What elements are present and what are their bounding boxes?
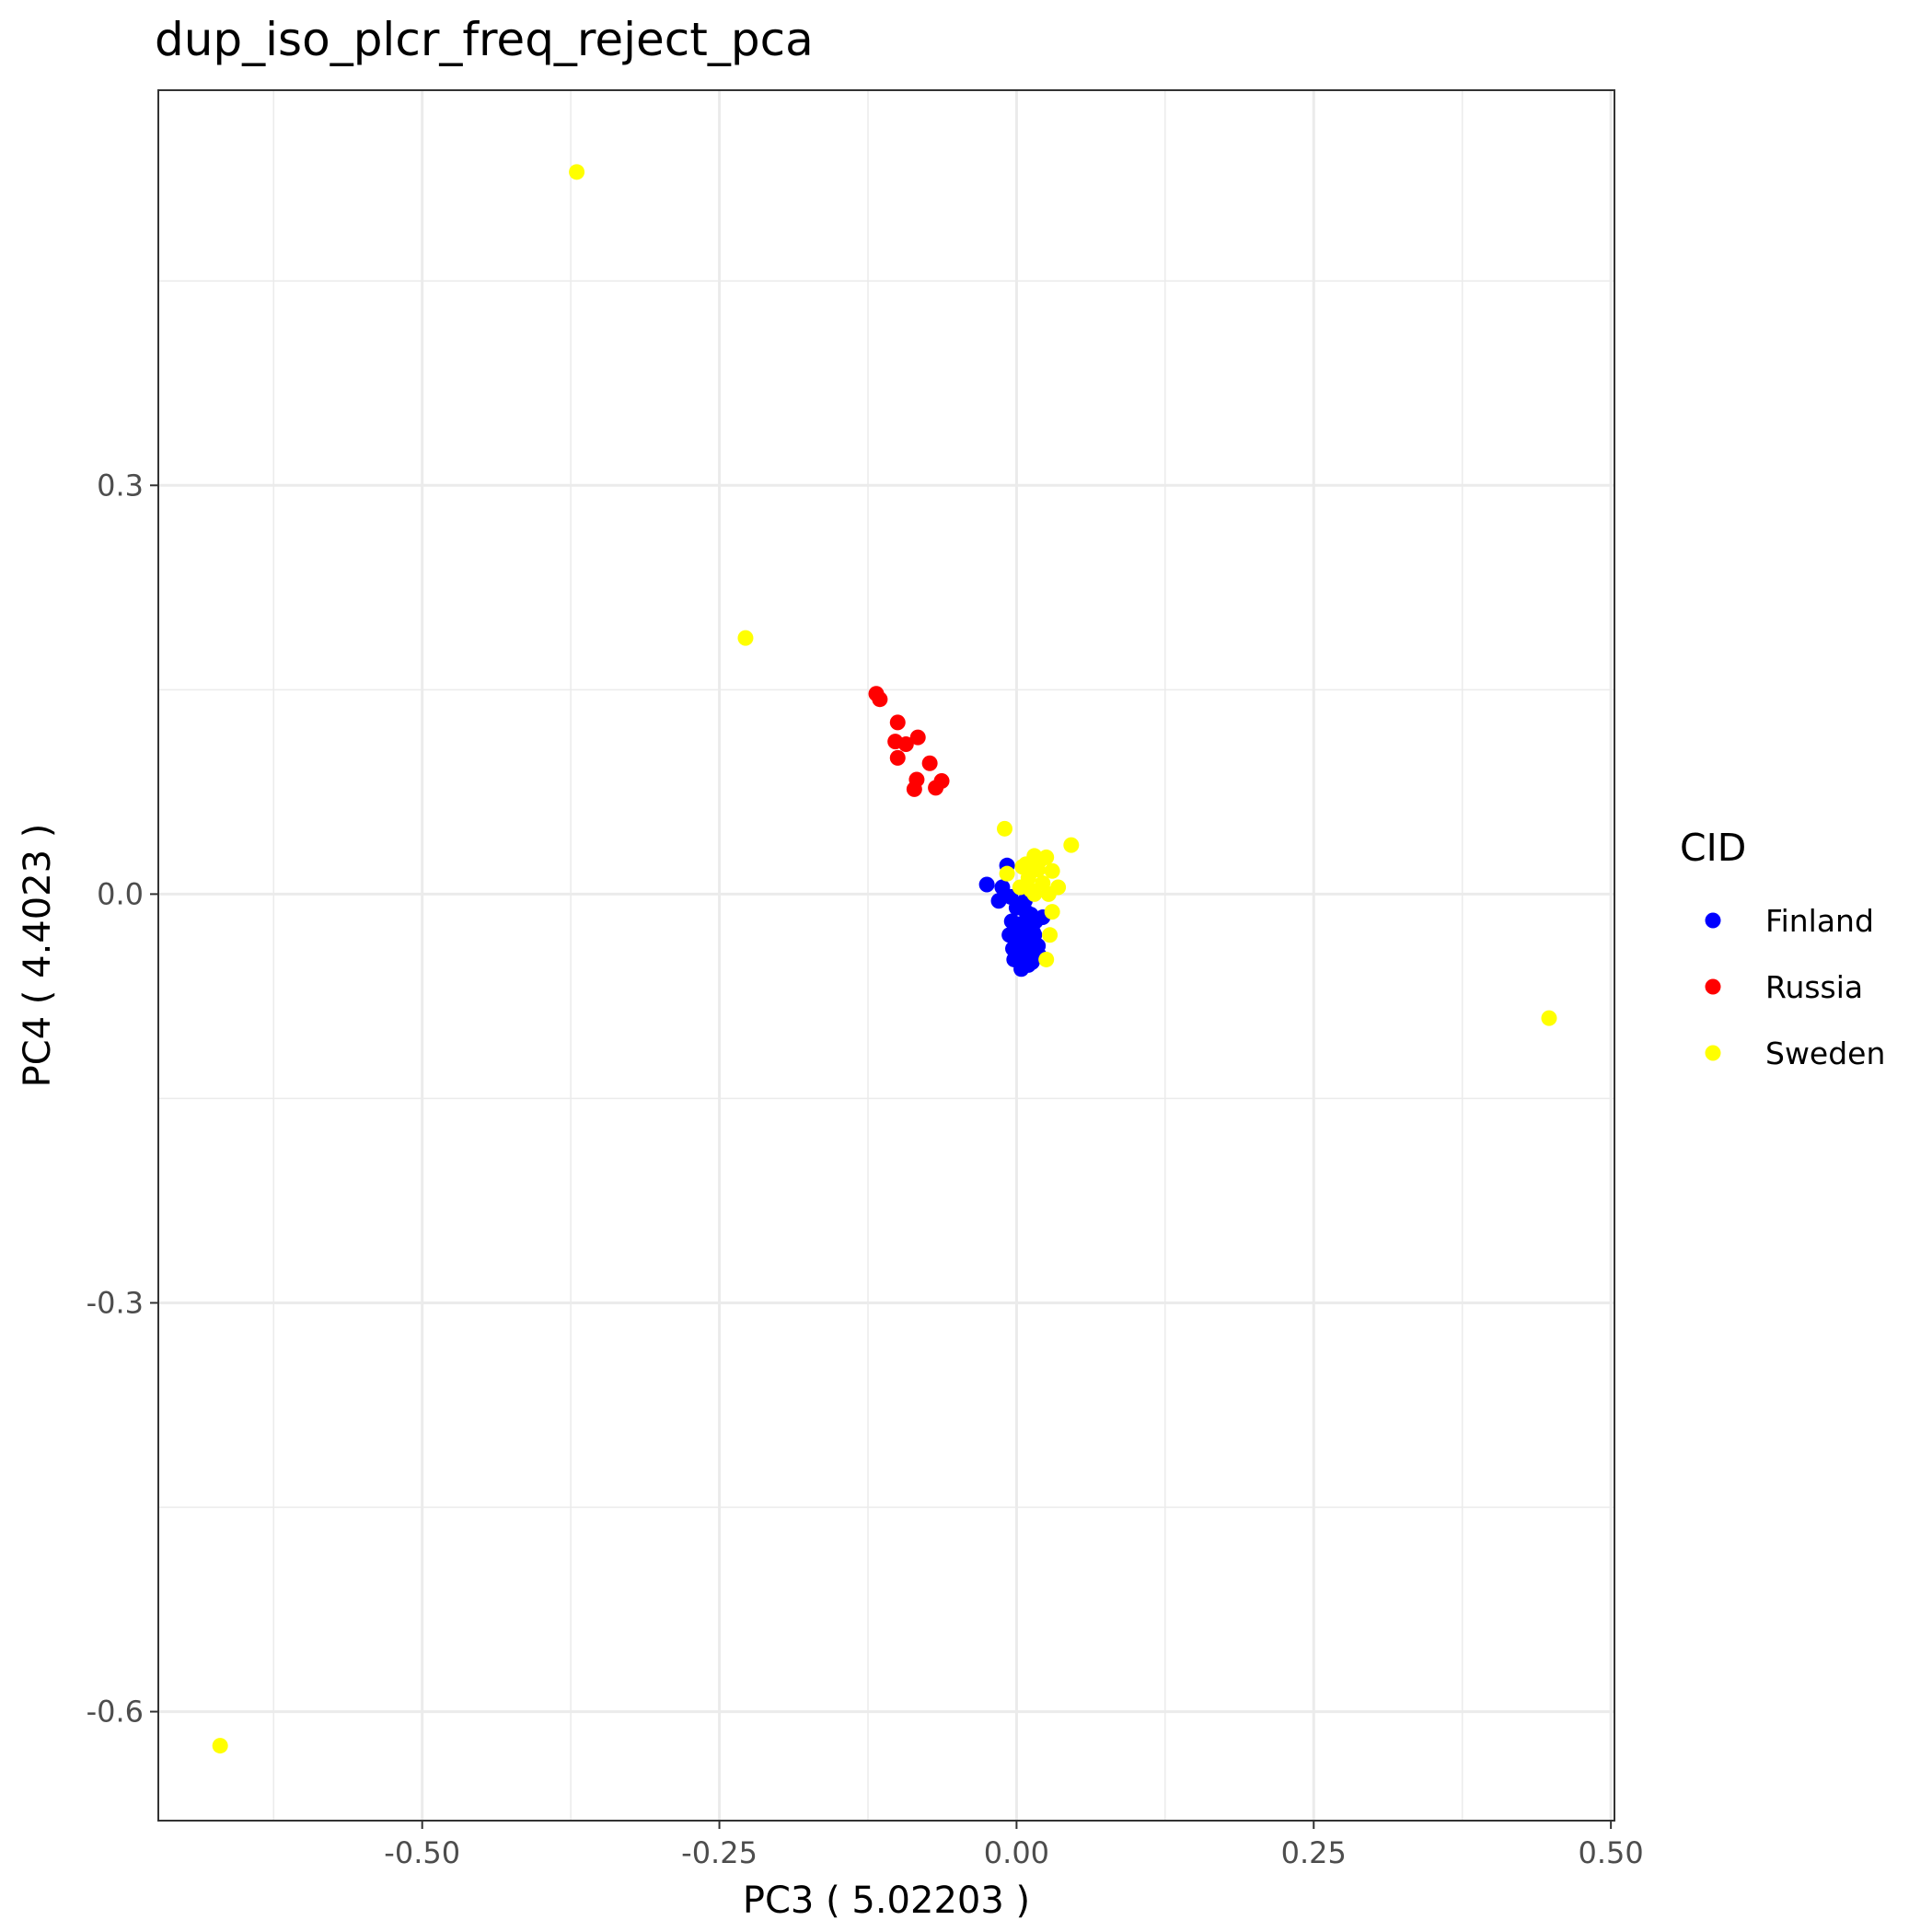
data-point-sweden bbox=[1032, 851, 1048, 868]
plot-border bbox=[157, 89, 1615, 1822]
data-point-sweden bbox=[1040, 885, 1057, 902]
data-point-sweden bbox=[1063, 837, 1080, 853]
chart-title: dup_iso_plcr_freq_reject_pca bbox=[155, 13, 814, 66]
x-tick-label: 0.00 bbox=[984, 1835, 1049, 1870]
data-point-finland bbox=[978, 876, 995, 893]
y-tick-label: 0.3 bbox=[97, 468, 144, 503]
data-point-sweden bbox=[569, 164, 585, 180]
data-points bbox=[212, 164, 1557, 1754]
data-point-sweden bbox=[1023, 882, 1039, 898]
x-tick-label: 0.50 bbox=[1579, 1835, 1644, 1870]
x-tick-label: 0.25 bbox=[1281, 1835, 1347, 1870]
x-tick-label: -0.50 bbox=[384, 1835, 460, 1870]
y-tick-label: 0.0 bbox=[97, 876, 144, 911]
data-point-sweden bbox=[996, 820, 1012, 837]
data-point-russia bbox=[889, 749, 906, 766]
data-point-russia bbox=[909, 729, 926, 746]
legend-label-sweden: Sweden bbox=[1765, 1035, 1885, 1071]
data-point-finland bbox=[990, 893, 1007, 909]
data-point-sweden bbox=[1018, 856, 1035, 873]
plot-panel bbox=[158, 90, 1614, 1821]
data-point-finland bbox=[1020, 956, 1036, 973]
y-tick-label: -0.3 bbox=[87, 1285, 144, 1320]
legend-key-sweden bbox=[1705, 1045, 1721, 1061]
data-point-sweden bbox=[212, 1738, 228, 1754]
data-point-russia bbox=[897, 736, 914, 753]
data-point-russia bbox=[928, 780, 944, 796]
data-point-sweden bbox=[999, 865, 1015, 882]
data-point-sweden bbox=[1038, 951, 1055, 967]
data-point-sweden bbox=[1541, 1010, 1557, 1026]
legend-key-finland bbox=[1705, 912, 1721, 929]
data-point-finland bbox=[1024, 924, 1041, 941]
grid-lines bbox=[158, 90, 1614, 1821]
data-point-sweden bbox=[1044, 904, 1060, 920]
legend-title: CID bbox=[1680, 826, 1746, 870]
data-point-russia bbox=[889, 714, 906, 731]
y-axis: -0.6 -0.3 0.0 0.3 bbox=[87, 468, 158, 1730]
data-point-sweden bbox=[1042, 927, 1059, 943]
y-axis-title: PC4 ( 4.4023 ) bbox=[17, 824, 59, 1088]
data-point-finland bbox=[1008, 920, 1024, 936]
y-tick-label: -0.6 bbox=[87, 1695, 144, 1730]
legend: CID Finland Russia Sweden bbox=[1680, 826, 1885, 1071]
data-point-russia bbox=[921, 755, 938, 771]
data-point-russia bbox=[872, 691, 888, 708]
data-point-sweden bbox=[737, 630, 754, 646]
x-tick-label: -0.25 bbox=[681, 1835, 758, 1870]
legend-label-russia: Russia bbox=[1765, 969, 1863, 1005]
data-point-sweden bbox=[1044, 862, 1060, 879]
x-axis-title: PC3 ( 5.02203 ) bbox=[743, 1880, 1030, 1922]
x-axis: -0.50 -0.25 0.00 0.25 0.50 bbox=[384, 1821, 1644, 1870]
legend-label-finland: Finland bbox=[1765, 903, 1874, 939]
data-point-russia bbox=[906, 781, 922, 797]
legend-key-russia bbox=[1705, 978, 1721, 995]
